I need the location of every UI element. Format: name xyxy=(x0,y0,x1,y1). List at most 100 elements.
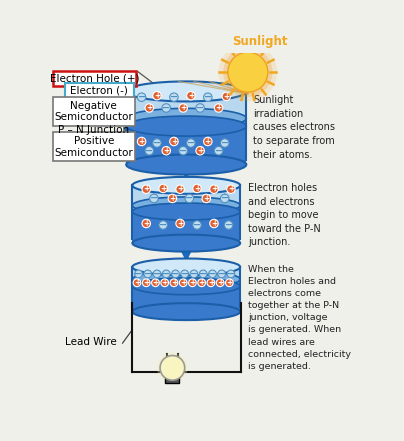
Text: +: + xyxy=(180,103,186,112)
Circle shape xyxy=(168,194,177,203)
Circle shape xyxy=(137,137,146,146)
Circle shape xyxy=(135,270,142,278)
Circle shape xyxy=(157,352,188,383)
Text: Lead Wire: Lead Wire xyxy=(65,336,117,347)
Circle shape xyxy=(170,137,178,146)
Circle shape xyxy=(181,270,189,278)
Text: −: − xyxy=(179,146,187,156)
Circle shape xyxy=(221,139,229,147)
Text: +: + xyxy=(143,184,149,193)
Text: +: + xyxy=(160,183,166,193)
Text: +: + xyxy=(228,184,234,193)
Circle shape xyxy=(193,184,201,193)
Circle shape xyxy=(145,104,154,112)
Circle shape xyxy=(161,279,168,287)
Circle shape xyxy=(210,219,218,228)
Text: −: − xyxy=(145,146,154,156)
Text: +: + xyxy=(203,194,209,202)
Text: −: − xyxy=(135,269,143,279)
Circle shape xyxy=(142,185,150,194)
Text: +: + xyxy=(205,137,211,146)
Text: −: − xyxy=(162,269,170,279)
Circle shape xyxy=(160,355,185,380)
Circle shape xyxy=(179,279,187,287)
Circle shape xyxy=(145,146,154,155)
Circle shape xyxy=(133,279,141,287)
Text: +: + xyxy=(208,278,214,287)
Ellipse shape xyxy=(126,154,246,175)
FancyBboxPatch shape xyxy=(133,206,240,212)
Text: −: − xyxy=(185,193,194,203)
Text: +: + xyxy=(177,184,183,193)
Text: +: + xyxy=(177,219,183,228)
Circle shape xyxy=(189,279,196,287)
Circle shape xyxy=(176,219,184,228)
FancyBboxPatch shape xyxy=(53,132,135,161)
Circle shape xyxy=(222,92,231,101)
FancyBboxPatch shape xyxy=(133,267,240,279)
Ellipse shape xyxy=(133,197,240,214)
Ellipse shape xyxy=(126,82,246,101)
Text: −: − xyxy=(137,92,146,102)
Text: +: + xyxy=(169,194,175,202)
FancyBboxPatch shape xyxy=(126,118,246,126)
Circle shape xyxy=(216,279,224,287)
FancyBboxPatch shape xyxy=(166,376,179,383)
Circle shape xyxy=(225,279,233,287)
Circle shape xyxy=(170,93,178,101)
Text: +: + xyxy=(223,92,229,101)
Text: −: − xyxy=(181,269,189,279)
Text: −: − xyxy=(218,269,226,279)
Text: +: + xyxy=(198,278,205,287)
FancyBboxPatch shape xyxy=(133,185,240,206)
Circle shape xyxy=(215,146,223,155)
Ellipse shape xyxy=(126,108,246,128)
Text: −: − xyxy=(204,92,212,102)
Circle shape xyxy=(137,93,146,101)
Circle shape xyxy=(142,279,150,287)
Text: −: − xyxy=(144,269,152,279)
Circle shape xyxy=(172,270,179,278)
Text: −: − xyxy=(193,220,201,230)
Text: When the
Electron holes and
electrons come
together at the P-N
junction, voltage: When the Electron holes and electrons co… xyxy=(248,265,351,371)
Text: −: − xyxy=(221,193,229,203)
Ellipse shape xyxy=(133,177,240,194)
Circle shape xyxy=(207,279,215,287)
Text: +: + xyxy=(171,278,177,287)
Circle shape xyxy=(153,270,161,278)
Text: +: + xyxy=(163,146,169,155)
Circle shape xyxy=(179,146,187,155)
Text: +: + xyxy=(143,219,149,228)
Text: +: + xyxy=(143,278,149,287)
Circle shape xyxy=(153,139,161,147)
Circle shape xyxy=(204,93,212,101)
Text: −: − xyxy=(227,269,235,279)
FancyBboxPatch shape xyxy=(133,212,240,243)
Text: −: − xyxy=(215,146,223,156)
Circle shape xyxy=(219,43,277,101)
Circle shape xyxy=(210,185,218,194)
Text: Sunlight: Sunlight xyxy=(231,35,287,48)
Circle shape xyxy=(227,270,235,278)
Circle shape xyxy=(221,194,229,203)
Text: +: + xyxy=(189,278,196,287)
Circle shape xyxy=(227,185,235,194)
Circle shape xyxy=(152,279,159,287)
Ellipse shape xyxy=(133,258,240,276)
Text: +: + xyxy=(162,278,168,287)
Circle shape xyxy=(162,270,170,278)
Circle shape xyxy=(187,91,195,100)
Circle shape xyxy=(202,194,210,203)
Circle shape xyxy=(162,146,170,155)
Text: +: + xyxy=(197,146,203,155)
Text: +: + xyxy=(180,278,186,287)
Text: −: − xyxy=(162,103,170,113)
Circle shape xyxy=(162,104,170,112)
FancyBboxPatch shape xyxy=(53,71,136,86)
Circle shape xyxy=(215,104,223,112)
Circle shape xyxy=(159,184,167,193)
Text: −: − xyxy=(221,138,229,148)
Text: +: + xyxy=(215,103,222,112)
FancyBboxPatch shape xyxy=(126,91,246,118)
Circle shape xyxy=(190,270,198,278)
